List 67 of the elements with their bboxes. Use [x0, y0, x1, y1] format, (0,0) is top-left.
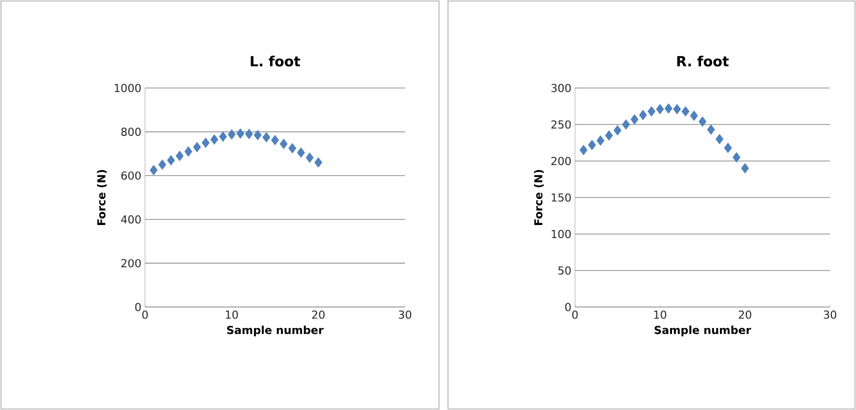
x-tick-label: 0 [142, 310, 148, 319]
point [605, 130, 613, 141]
point [262, 132, 270, 142]
point [664, 103, 672, 114]
y-tick-label: 200 [551, 156, 571, 166]
y-tick-label: 400 [121, 215, 141, 224]
x-tick-label: 30 [398, 310, 412, 319]
y-tick-label: 800 [121, 128, 141, 136]
y-tick-label: 0 [135, 302, 141, 312]
point [158, 159, 166, 170]
point [245, 128, 253, 140]
point [288, 143, 296, 154]
x-tick-label: 20 [738, 310, 752, 319]
point [176, 150, 184, 162]
point [673, 104, 681, 114]
point [167, 155, 175, 166]
point [724, 142, 732, 154]
point [271, 134, 279, 146]
y-tick-label: 1000 [114, 84, 141, 92]
point [210, 134, 218, 145]
point [741, 163, 749, 174]
y-tick-label: 300 [551, 84, 571, 92]
point [202, 138, 210, 148]
point [193, 142, 201, 152]
point [682, 106, 690, 117]
point [707, 124, 715, 135]
point [228, 129, 236, 140]
point [306, 152, 314, 163]
point [254, 130, 262, 140]
y-tick-label: 50 [558, 266, 571, 275]
y-tick-label: 0 [565, 302, 571, 312]
point [314, 157, 322, 168]
point [150, 164, 158, 176]
y-tick-label: 100 [552, 230, 571, 238]
y-tick-label: 600 [121, 171, 141, 180]
point [184, 146, 192, 157]
point [622, 119, 630, 130]
point [596, 135, 604, 146]
point [236, 128, 244, 139]
chart-title: L. foot [250, 56, 300, 67]
x-tick-label: 20 [312, 310, 325, 319]
y-axis-title: Force (N) [97, 170, 107, 225]
y-tick-label: 150 [552, 193, 571, 202]
point [297, 147, 305, 158]
point [630, 114, 638, 125]
x-tick-label: 10 [654, 310, 666, 319]
y-tick-label: 200 [121, 259, 141, 268]
point [639, 110, 647, 120]
point [280, 138, 288, 150]
y-axis-title: Force (N) [534, 170, 544, 225]
point [580, 144, 588, 156]
point [219, 131, 227, 142]
point [698, 116, 706, 127]
chart-title: R. foot [677, 56, 729, 67]
x-tick-label: 10 [226, 310, 238, 319]
point [716, 134, 724, 144]
y-tick-label: 250 [551, 120, 571, 129]
x-tick-label: 30 [824, 310, 836, 319]
x-axis-title: Sample number [654, 326, 752, 336]
x-tick-label: 0 [572, 310, 578, 319]
x-axis-title: Sample number [227, 326, 324, 336]
point [614, 125, 622, 136]
point [690, 110, 698, 121]
point [588, 140, 596, 150]
point [648, 106, 656, 117]
point [732, 152, 740, 163]
point [656, 104, 664, 114]
